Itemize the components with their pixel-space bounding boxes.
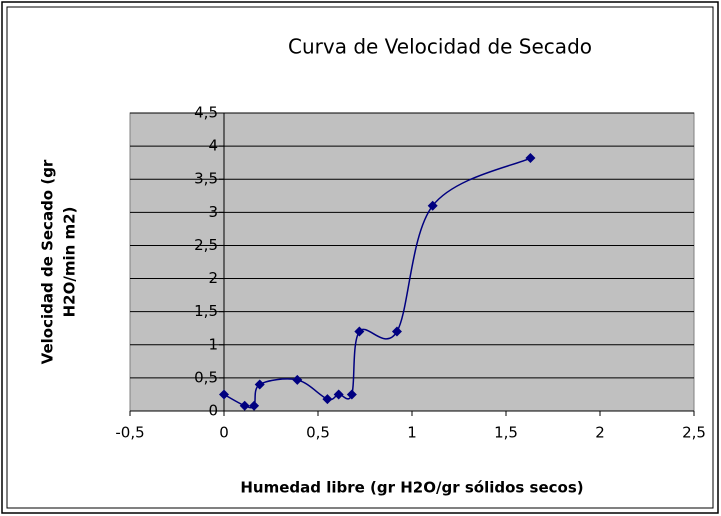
x-tick-label: 2: [595, 424, 605, 442]
x-tick-label: 0,5: [306, 424, 330, 442]
marker: [292, 374, 303, 385]
inner-frame: [6, 6, 714, 509]
y-tick-label: 0,5: [194, 368, 218, 386]
x-tick-label: -0,5: [115, 424, 144, 442]
y-tick-label: 3: [208, 203, 218, 221]
marker: [219, 389, 229, 400]
x-tick-label: 1,5: [494, 424, 518, 442]
x-tick-label: 0: [219, 424, 229, 442]
y-axis-title: H2O/min m2): [61, 207, 79, 318]
chart-title: Curva de Velocidad de Secado: [288, 35, 592, 59]
marker: [249, 400, 260, 411]
marker: [254, 379, 265, 390]
marker: [525, 153, 536, 164]
y-tick-label: 4,5: [194, 104, 218, 122]
x-tick-label: 1: [407, 424, 417, 442]
y-tick-label: 2: [208, 269, 218, 287]
marker: [391, 326, 402, 337]
x-tick-label: 2,5: [682, 424, 706, 442]
y-tick-label: 2,5: [194, 236, 218, 254]
y-tick-label: 1: [208, 335, 218, 353]
plot-area: [129, 112, 695, 412]
marker: [322, 394, 333, 405]
y-tick-label: 3,5: [194, 170, 218, 188]
marker: [346, 389, 357, 400]
marker: [239, 400, 250, 411]
marker: [354, 326, 365, 337]
y-axis-title: Velocidad de Secado (gr: [39, 159, 57, 364]
x-axis-title: Humedad libre (gr H2O/gr sólidos secos): [240, 479, 583, 497]
marker: [333, 389, 344, 400]
y-tick-label: 4: [208, 137, 218, 155]
marker: [427, 200, 438, 211]
y-tick-label: 1,5: [194, 302, 218, 320]
